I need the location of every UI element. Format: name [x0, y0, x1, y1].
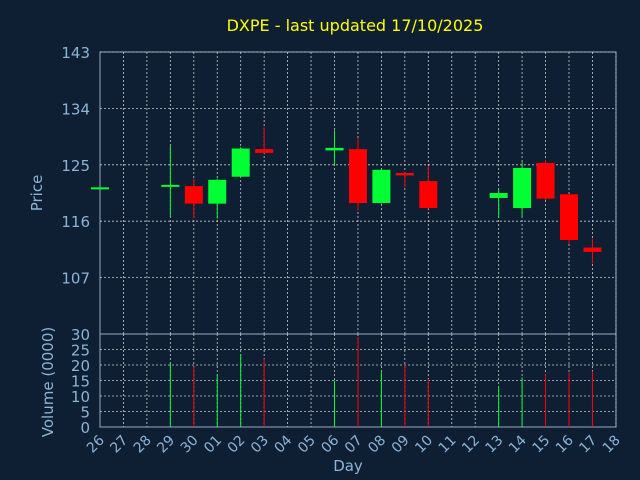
price-tick-label: 116 [61, 213, 90, 231]
x-tick-label: 03 [248, 433, 272, 457]
volume-tick-label: 5 [80, 404, 90, 422]
price-tick-label: 134 [61, 100, 90, 118]
volume-tick-label: 15 [71, 373, 90, 391]
x-tick-label: 28 [131, 433, 155, 457]
price-axis-label: Price [28, 175, 46, 212]
x-tick-labels: 26 27 28 29 30 01 02 03 04 05 06 07 08 09 10 11 12 13 14 15… [84, 432, 624, 456]
candle-body-up [161, 184, 180, 187]
x-tick-label: 12 [459, 433, 483, 457]
x-tick-label: 05 [295, 433, 319, 457]
x-tick-label: 17 [576, 433, 600, 457]
candle-body-up [372, 169, 391, 204]
x-tick-label: 13 [483, 433, 507, 457]
x-tick-label: 01 [201, 433, 225, 457]
candle-body-down [583, 247, 602, 252]
candle-body-up [208, 179, 227, 204]
x-tick-label: 08 [365, 433, 389, 457]
candle-body-up [325, 147, 344, 151]
x-tick-label: 27 [107, 433, 131, 457]
x-tick-label: 18 [600, 433, 624, 457]
x-tick-label: 10 [412, 433, 436, 457]
candle-body-up [513, 167, 532, 209]
x-tick-label: 09 [389, 433, 413, 457]
x-tick-label: 30 [178, 433, 202, 457]
price-tick-label: 125 [61, 157, 90, 175]
price-y-tick-labels: 143 134 125 116 107 [61, 44, 90, 288]
x-tick-label: 04 [272, 432, 296, 456]
candle-body-down [419, 181, 438, 209]
volume-tick-label: 0 [80, 419, 90, 437]
x-tick-label: 15 [529, 433, 553, 457]
x-tick-label: 06 [318, 432, 342, 456]
volume-tick-label: 20 [71, 357, 90, 375]
volume-tick-label: 30 [71, 326, 90, 344]
x-tick-label: 07 [342, 433, 366, 457]
candle-body-down [184, 186, 203, 204]
candle-body-up [231, 148, 250, 177]
candle-body-down [395, 172, 414, 176]
x-axis-label: Day [333, 457, 363, 475]
candle-body-down [536, 162, 555, 199]
candle-body-down [560, 194, 578, 240]
volume-bars [169, 337, 593, 427]
price-panel: 143 134 125 116 107 Price [28, 44, 617, 335]
volume-tick-label: 10 [71, 388, 90, 406]
candle-body-down [255, 149, 274, 153]
volume-tick-label: 25 [71, 342, 90, 360]
candle-body-down [348, 149, 367, 204]
x-tick-label: 14 [506, 432, 530, 456]
x-tick-label: 29 [154, 433, 178, 457]
candle-body-up [489, 193, 508, 199]
price-tick-label: 107 [61, 270, 90, 288]
x-tick-label: 02 [225, 433, 249, 457]
x-tick-label: 11 [436, 433, 460, 457]
candles [91, 127, 602, 264]
chart-title: DXPE - last updated 17/10/2025 [227, 16, 484, 35]
price-tick-label: 143 [61, 44, 90, 62]
volume-axis-label: Volume (0000) [39, 327, 57, 437]
x-tick-label: 16 [553, 432, 577, 456]
candle-body-up [91, 187, 109, 190]
